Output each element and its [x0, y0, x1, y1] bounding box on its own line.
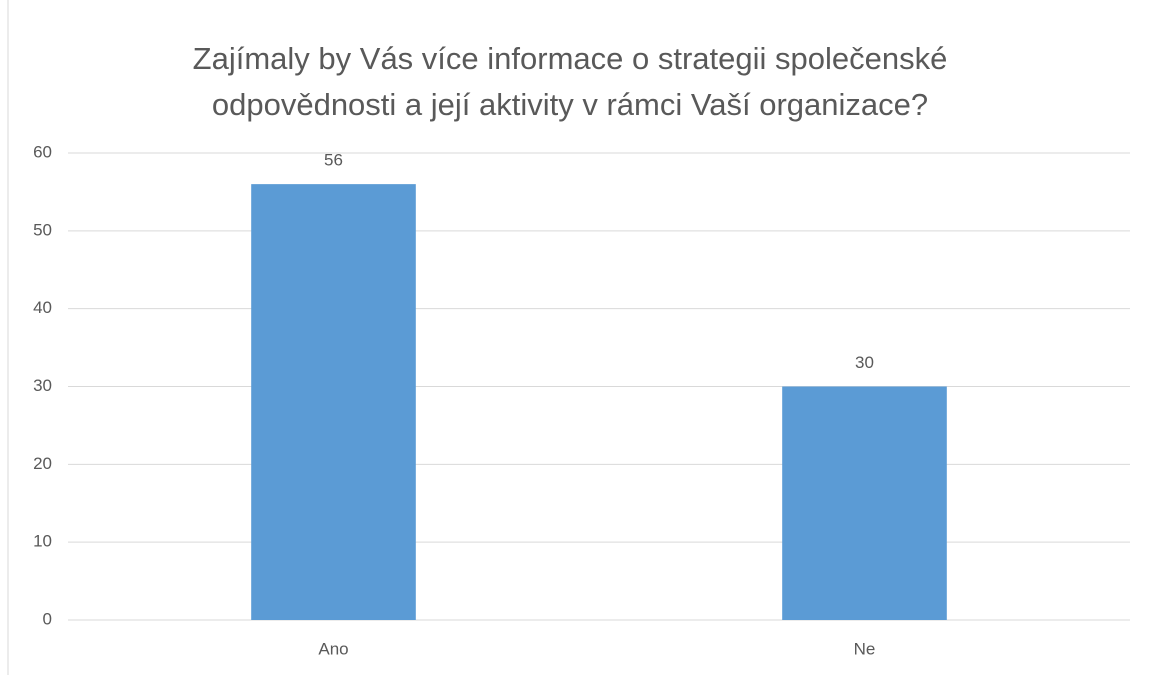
y-tick-label: 20 — [33, 454, 52, 473]
bar — [782, 386, 947, 620]
y-tick-label: 50 — [33, 220, 52, 239]
y-tick-label: 40 — [33, 298, 52, 317]
chart-title: Zajímaly by Vás více informace o strateg… — [192, 41, 948, 122]
y-tick-label: 30 — [33, 376, 52, 395]
x-tick-label: Ano — [318, 639, 348, 658]
bar — [251, 184, 416, 620]
y-tick-label: 10 — [33, 532, 52, 551]
y-tick-label: 60 — [33, 142, 52, 161]
y-tick-label: 0 — [43, 609, 52, 628]
data-label: 56 — [324, 151, 343, 170]
x-tick-label: Ne — [854, 639, 876, 658]
data-label: 30 — [855, 353, 874, 372]
